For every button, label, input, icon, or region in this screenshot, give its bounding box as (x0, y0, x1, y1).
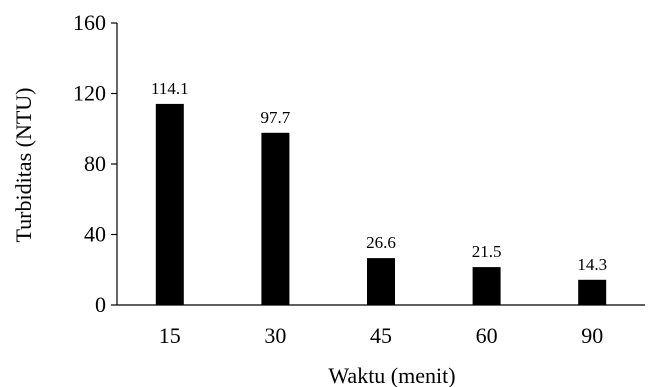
data-label: 14.3 (577, 255, 607, 274)
y-tick-label: 120 (73, 81, 106, 106)
data-label: 21.5 (472, 242, 502, 261)
data-labels-group: 114.1 97.7 26.6 21.5 14.3 (151, 79, 607, 274)
data-label: 114.1 (151, 79, 189, 98)
x-axis-label: Waktu (menit) (328, 363, 455, 387)
x-tick-label: 60 (476, 323, 498, 348)
y-axis-label: Turbiditas (NTU) (11, 87, 36, 242)
bar (155, 103, 184, 306)
y-ticks-group: 0 40 80 120 160 (73, 10, 117, 317)
y-tick-label: 40 (84, 222, 106, 247)
bars-group (155, 103, 607, 306)
bar (261, 132, 290, 305)
y-tick-label: 80 (84, 151, 106, 176)
x-ticks-group: 15 30 45 60 90 (159, 323, 603, 348)
x-tick-label: 90 (581, 323, 603, 348)
x-tick-label: 30 (264, 323, 286, 348)
x-tick-label: 15 (159, 323, 181, 348)
y-tick-label: 160 (73, 10, 106, 35)
y-tick-label: 0 (95, 292, 106, 317)
bar (578, 279, 607, 305)
data-label: 97.7 (261, 108, 291, 127)
bar (472, 267, 501, 305)
data-label: 26.6 (366, 233, 396, 252)
bar (367, 258, 395, 305)
x-tick-label: 45 (370, 323, 392, 348)
